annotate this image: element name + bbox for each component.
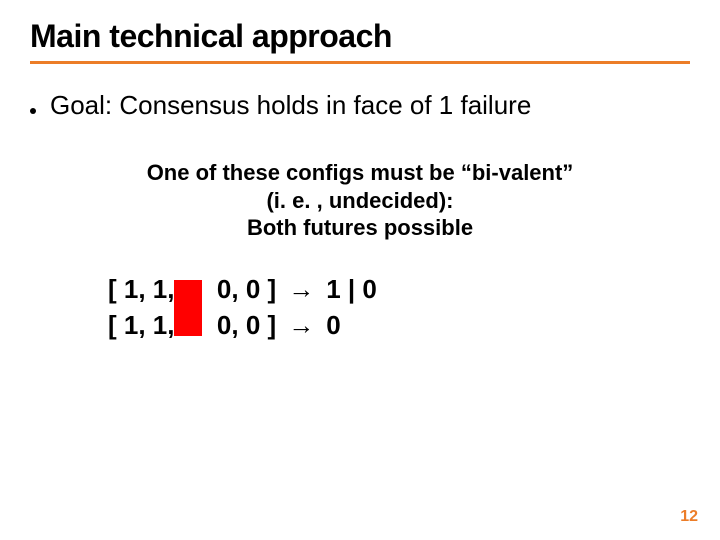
page-number: 12 [680,508,698,526]
caption-line-1: One of these configs must be “bi-valent” [30,159,690,187]
config-right: 0, 0 ] [202,310,276,341]
arrow-icon: → [288,310,314,341]
config-left: [ 1, 1, [108,310,174,341]
slide-title: Main technical approach [30,18,690,55]
bullet-dot-icon [30,108,36,114]
redbox-highlight [174,308,202,336]
slide: Main technical approach Goal: Consensus … [0,0,720,540]
config-row-2: [ 1, 1, 0, 0 ] → 0 [108,308,690,344]
caption-line-3: Both futures possible [30,214,690,242]
redbox-highlight [174,280,202,308]
bullet-item: Goal: Consensus holds in face of 1 failu… [30,90,690,121]
caption-line-2: (i. e. , undecided): [30,187,690,215]
config-result: 0 [326,310,340,341]
config-row-1: [ 1, 1, 0, 0 ] → 1 | 0 [108,272,690,308]
config-block: [ 1, 1, 0, 0 ] → 1 | 0 [ 1, 1, 0, 0 ] → … [108,272,690,344]
config-result: 1 | 0 [326,274,377,305]
bullet-text: Goal: Consensus holds in face of 1 failu… [50,90,531,121]
arrow-icon: → [288,274,314,305]
title-divider [30,61,690,64]
config-left: [ 1, 1, [108,274,174,305]
config-right: 0, 0 ] [202,274,276,305]
caption-block: One of these configs must be “bi-valent”… [30,159,690,242]
